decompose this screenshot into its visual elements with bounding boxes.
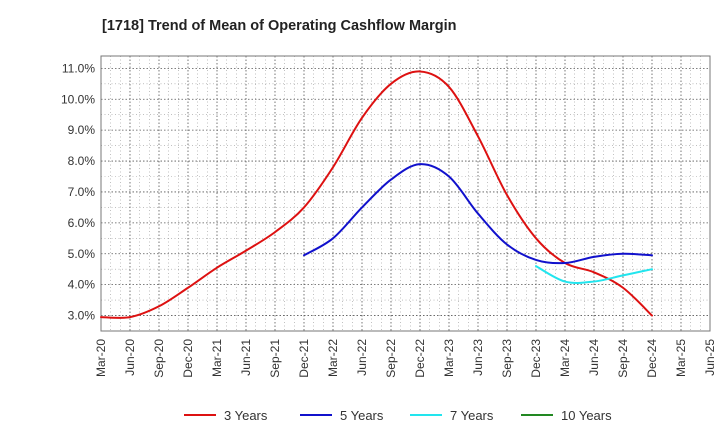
x-axis: Mar-20 Jun-20 Sep-20 Dec-20 Mar-21 Jun-21 Sep-…	[94, 339, 717, 378]
legend-label: 10 Years	[561, 408, 612, 423]
x-tick-label: Jun-21	[239, 339, 253, 376]
x-tick-label: Sep-23	[500, 339, 514, 378]
x-tick-label: Dec-21	[297, 339, 311, 378]
y-tick-label: 8.0%	[68, 154, 96, 168]
legend: 3 Years 5 Years 7 Years 10 Years	[184, 408, 612, 423]
x-tick-label: Sep-22	[384, 339, 398, 378]
x-tick-label: Dec-23	[529, 339, 543, 378]
x-tick-label: Dec-24	[645, 339, 659, 378]
plot-frame	[100, 55, 711, 332]
x-tick-label: Dec-22	[413, 339, 427, 378]
y-tick-label: 6.0%	[68, 216, 96, 230]
y-tick-label: 11.0%	[62, 61, 95, 75]
x-tick-label: Mar-22	[326, 339, 340, 377]
y-tick-label: 4.0%	[68, 278, 96, 292]
legend-label: 3 Years	[224, 408, 268, 423]
legend-label: 7 Years	[450, 408, 494, 423]
x-tick-label: Sep-21	[268, 339, 282, 378]
legend-label: 5 Years	[340, 408, 384, 423]
y-tick-label: 7.0%	[68, 185, 96, 199]
series-line-3-years	[100, 70, 653, 319]
series-line-5-years	[303, 163, 653, 265]
x-tick-label: Mar-21	[210, 339, 224, 377]
x-tick-label: Mar-20	[94, 339, 108, 377]
y-tick-label: 10.0%	[61, 92, 95, 106]
y-tick-label: 5.0%	[68, 247, 96, 261]
x-tick-label: Mar-23	[442, 339, 456, 377]
x-tick-label: Jun-22	[355, 339, 369, 376]
x-tick-label: Jun-20	[123, 339, 137, 376]
x-tick-label: Mar-25	[674, 339, 688, 377]
y-axis: 3.0% 4.0% 5.0% 6.0% 7.0% 8.0% 9.0% 10.0% 11.0%	[61, 61, 95, 322]
x-tick-label: Mar-24	[558, 339, 572, 377]
y-tick-label: 9.0%	[68, 123, 96, 137]
x-tick-label: Sep-20	[152, 339, 166, 378]
x-tick-label: Sep-24	[616, 339, 630, 378]
x-tick-label: Jun-25	[703, 339, 717, 376]
chart-title: [1718] Trend of Mean of Operating Cashfl…	[102, 18, 457, 34]
x-tick-label: Jun-23	[471, 339, 485, 376]
x-tick-label: Dec-20	[181, 339, 195, 378]
series-line-7-years	[535, 265, 653, 284]
x-tick-label: Jun-24	[587, 339, 601, 376]
grid	[100, 56, 711, 332]
y-tick-label: 3.0%	[68, 309, 96, 323]
series-layer	[100, 70, 653, 319]
